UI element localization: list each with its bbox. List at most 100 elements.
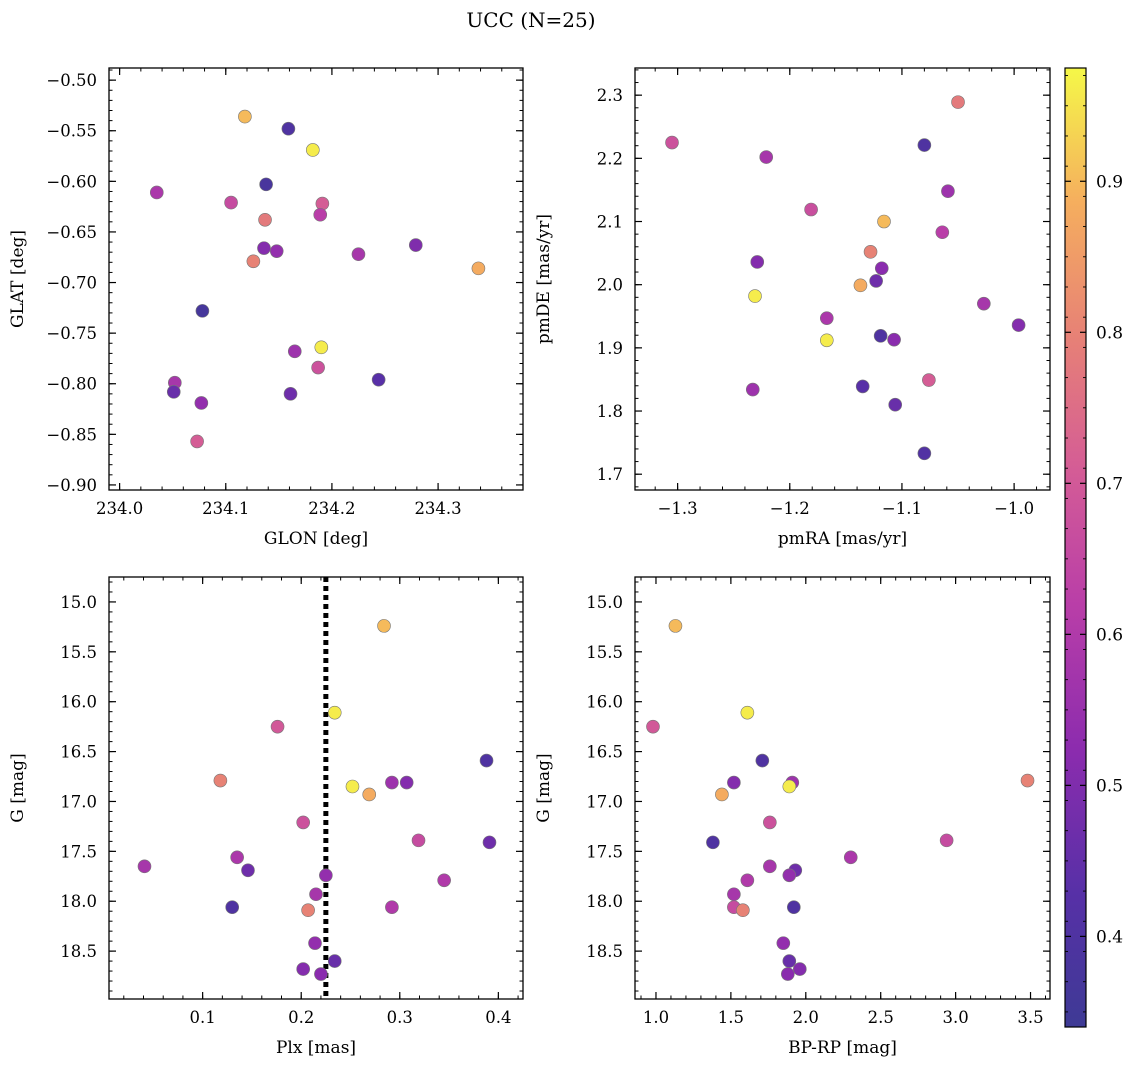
colorbar-tick-label: 0.4 <box>1096 927 1123 947</box>
scatter-point <box>646 719 660 734</box>
scatter-point <box>917 446 932 461</box>
scatter-point <box>301 903 315 918</box>
colorbar-tick-label: 0.9 <box>1096 172 1123 192</box>
scatter-point <box>855 379 870 394</box>
scatter-point <box>283 387 298 401</box>
panel-glon-glat: 234.0 234.1 234.2 234.3 −0.90 −0.85 −0.80 −0.75… <box>8 67 524 549</box>
scatter-point <box>377 619 391 633</box>
scatter-point <box>939 833 954 848</box>
x-tick-label: 3.5 <box>1017 1008 1043 1027</box>
y-tick-label: 2.2 <box>597 149 623 168</box>
scatter-point <box>869 274 883 288</box>
scatter-point <box>874 261 889 276</box>
x-tick-label: 234.1 <box>202 499 249 518</box>
scatter-points <box>646 619 1035 981</box>
scatter-point <box>306 143 320 157</box>
figure-title: UCC (N=25) <box>466 8 595 32</box>
scatter-point <box>246 254 261 269</box>
y-tick-label: 16.0 <box>60 693 97 712</box>
scatter-point <box>745 382 760 397</box>
scatter-point <box>763 859 777 874</box>
scatter-point <box>748 289 762 303</box>
y-tick-label: 15.5 <box>586 643 623 662</box>
x-axis-label: GLON [deg] <box>264 529 368 549</box>
scatter-point <box>257 241 271 255</box>
y-tick-label: 15.0 <box>60 593 97 612</box>
scatter-point <box>149 185 164 200</box>
scatter-point <box>668 619 683 633</box>
x-tick-label: −1.3 <box>658 499 698 518</box>
y-tick-label: 18.5 <box>586 942 623 961</box>
scatter-point <box>230 850 244 865</box>
scatter-point <box>482 835 497 850</box>
colorbar-tick-label: 0.6 <box>1096 625 1123 645</box>
scatter-point <box>941 184 955 198</box>
y-tick-label: 15.5 <box>60 643 97 662</box>
scatter-point <box>819 311 834 325</box>
scatter-point <box>843 850 858 865</box>
scatter-point <box>804 202 818 217</box>
scatter-point <box>706 835 720 850</box>
y-tick-label: 17.0 <box>60 792 97 811</box>
x-axis-label: Plx [mas] <box>276 1038 356 1058</box>
x-tick-label: 3.0 <box>942 1008 968 1027</box>
x-tick-label: −1.0 <box>994 499 1034 518</box>
y-tick-label: −0.75 <box>46 324 97 343</box>
scatter-point <box>313 207 328 222</box>
x-tick-label: 0.2 <box>288 1008 314 1027</box>
y-tick-label: 16.0 <box>586 693 623 712</box>
y-tick-label: 18.0 <box>586 892 623 911</box>
y-tick-label: 1.8 <box>597 402 623 421</box>
x-tick-label: 1.0 <box>643 1008 669 1027</box>
x-tick-label: 234.3 <box>414 499 461 518</box>
scatter-point <box>327 705 342 720</box>
scatter-point <box>750 255 765 269</box>
scatter-point <box>471 261 486 276</box>
y-tick-label: −0.70 <box>46 274 97 293</box>
scatter-point <box>727 775 741 790</box>
scatter-point <box>951 95 965 109</box>
scatter-point <box>740 873 755 888</box>
x-tick-label: 2.5 <box>868 1008 894 1027</box>
scatter-point <box>781 967 795 981</box>
y-axis-label: GLAT [deg] <box>8 230 28 328</box>
scatter-point <box>782 779 797 794</box>
y-tick-label: 1.9 <box>597 339 623 358</box>
scatter-point <box>241 863 255 878</box>
y-tick-label: −0.65 <box>46 223 97 242</box>
scatter-point <box>873 329 888 343</box>
scatter-point <box>296 962 310 976</box>
scatter-point <box>715 787 729 802</box>
y-tick-label: −0.80 <box>46 375 97 394</box>
x-tick-label: 0.4 <box>485 1008 511 1027</box>
x-tick-label: 1.5 <box>718 1008 744 1027</box>
scatter-point <box>194 396 209 410</box>
scatter-point <box>763 815 777 830</box>
scatter-point <box>755 753 770 768</box>
scatter-point <box>327 954 342 968</box>
scatter-point <box>863 245 878 259</box>
minor-ticks <box>109 68 524 490</box>
scatter-point <box>411 833 426 848</box>
scatter-point <box>269 244 284 258</box>
axes-frame <box>634 67 1051 491</box>
y-tick-label: 18.5 <box>60 942 97 961</box>
scatter-point <box>776 936 791 950</box>
scatter-point <box>917 138 932 152</box>
minor-ticks <box>635 68 1050 490</box>
x-tick-label: 234.0 <box>96 499 143 518</box>
y-tick-label: 17.5 <box>60 842 97 861</box>
scatter-point <box>309 887 323 902</box>
y-tick-label: 16.5 <box>586 743 623 762</box>
y-tick-label: −0.90 <box>46 476 97 495</box>
scatter-points <box>665 95 1026 461</box>
x-tick-label: 0.1 <box>190 1008 216 1027</box>
scatter-point <box>385 775 399 790</box>
y-tick-label: 2.0 <box>597 276 623 295</box>
y-tick-label: 17.5 <box>586 842 623 861</box>
x-tick-label: 2.0 <box>793 1008 819 1027</box>
y-tick-label: 2.3 <box>597 86 623 105</box>
x-tick-label: 0.3 <box>387 1008 413 1027</box>
colorbar-tick-label: 0.8 <box>1096 323 1123 343</box>
